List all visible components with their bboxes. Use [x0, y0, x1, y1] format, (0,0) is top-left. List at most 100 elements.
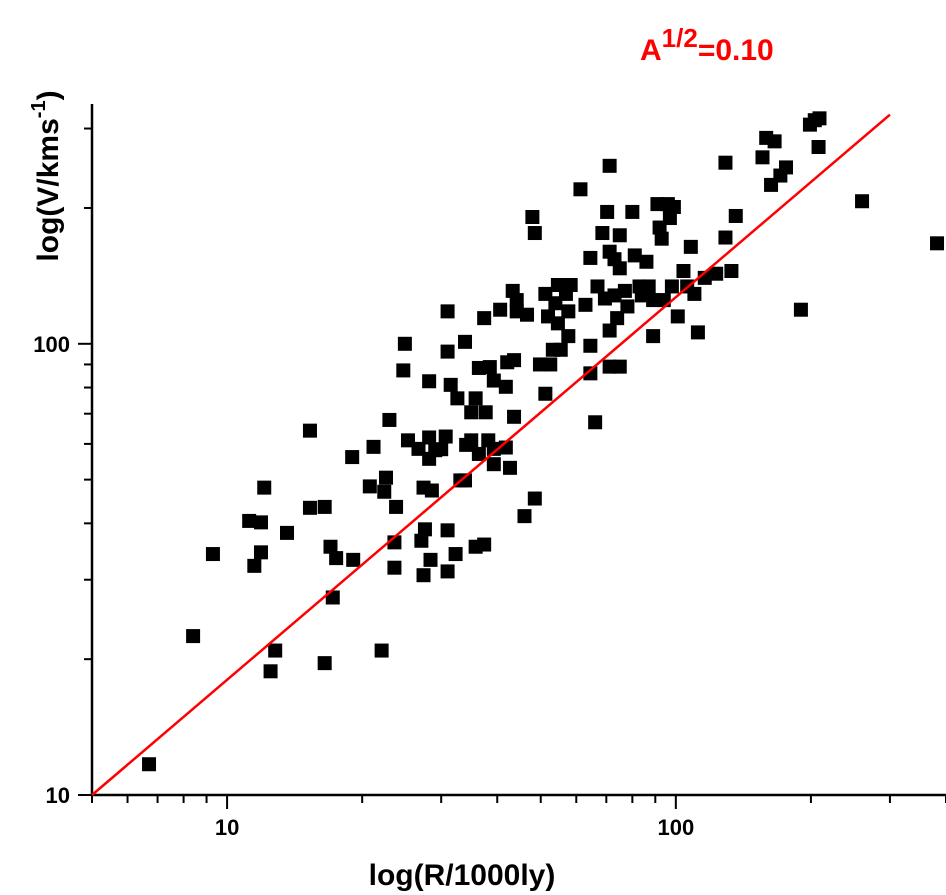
data-point — [600, 204, 615, 219]
data-point — [440, 304, 455, 319]
data-point — [302, 500, 317, 515]
fit-annotation-rest: =0.10 — [698, 34, 774, 67]
data-point — [687, 286, 702, 301]
data-point — [302, 423, 317, 438]
data-point — [767, 134, 782, 149]
data-point — [142, 757, 157, 772]
data-point — [507, 409, 522, 424]
data-point — [724, 263, 739, 278]
data-point — [527, 491, 542, 506]
data-point — [855, 194, 870, 209]
data-point — [666, 200, 681, 215]
data-point — [411, 441, 426, 456]
data-point — [612, 261, 627, 276]
data-point — [443, 377, 458, 392]
data-point — [440, 344, 455, 359]
data-point — [253, 545, 268, 560]
data-point — [464, 405, 479, 420]
data-point — [450, 391, 465, 406]
data-point — [317, 656, 332, 671]
data-point — [583, 250, 598, 265]
data-point — [422, 374, 437, 389]
x-tick-label: 100 — [657, 815, 694, 840]
data-point — [257, 480, 272, 495]
data-point — [424, 483, 439, 498]
data-point — [507, 353, 522, 368]
fit-line — [91, 113, 891, 796]
data-point — [434, 442, 449, 457]
data-point — [438, 429, 453, 444]
data-point — [527, 226, 542, 241]
data-point — [486, 441, 501, 456]
data-point — [378, 470, 393, 485]
data-point — [646, 293, 661, 308]
data-point — [440, 564, 455, 579]
data-point — [610, 311, 625, 326]
data-point — [755, 150, 770, 165]
data-point — [486, 373, 501, 388]
fit-annotation-sup: 1/2 — [662, 23, 698, 53]
data-point — [493, 302, 508, 317]
data-point — [482, 360, 497, 375]
data-point — [422, 430, 437, 445]
data-points — [142, 111, 945, 772]
data-point — [543, 357, 558, 372]
data-point — [448, 547, 463, 562]
data-point — [478, 405, 493, 420]
data-point — [525, 210, 540, 225]
fit-line-group — [91, 113, 891, 796]
data-point — [617, 283, 632, 298]
data-point — [553, 342, 568, 357]
data-point — [389, 499, 404, 514]
data-point — [387, 560, 402, 575]
data-point — [561, 304, 576, 319]
data-point — [718, 230, 733, 245]
data-point — [417, 522, 432, 537]
data-point — [793, 302, 808, 317]
data-point — [517, 509, 532, 524]
data-point — [263, 664, 278, 679]
data-point — [253, 515, 268, 530]
data-point — [595, 226, 610, 241]
data-point — [477, 537, 492, 552]
y-axis-label-sup: -1 — [28, 100, 50, 118]
y-tick-label: 100 — [33, 332, 70, 357]
data-point — [414, 533, 429, 548]
data-point — [690, 325, 705, 340]
axes — [90, 104, 946, 797]
data-point — [471, 446, 486, 461]
data-point — [416, 568, 431, 583]
data-point — [676, 263, 691, 278]
data-point — [186, 629, 201, 644]
data-point — [548, 296, 563, 311]
data-point — [930, 236, 945, 251]
fit-annotation-base: A — [640, 34, 662, 67]
data-point — [423, 552, 438, 567]
data-point — [366, 439, 381, 454]
data-point — [627, 248, 642, 263]
data-point — [656, 293, 671, 308]
data-point — [654, 231, 669, 246]
data-point — [625, 204, 640, 219]
data-point — [345, 450, 360, 465]
y-axis-label: log(V/kms-1) — [28, 90, 65, 261]
data-point — [486, 457, 501, 472]
data-point — [812, 111, 827, 126]
data-point — [374, 643, 389, 658]
data-point — [573, 182, 588, 197]
data-point — [563, 277, 578, 292]
data-point — [709, 266, 724, 281]
data-point — [458, 473, 473, 488]
fit-annotation: A1/2=0.10 — [640, 23, 774, 67]
data-point — [646, 329, 661, 344]
data-point — [458, 334, 473, 349]
data-point — [477, 311, 492, 326]
data-point — [242, 513, 257, 528]
data-point — [382, 412, 397, 427]
data-point — [590, 279, 605, 294]
data-point — [662, 211, 677, 226]
data-point — [602, 323, 617, 338]
data-point — [639, 254, 654, 269]
data-point — [620, 299, 635, 314]
